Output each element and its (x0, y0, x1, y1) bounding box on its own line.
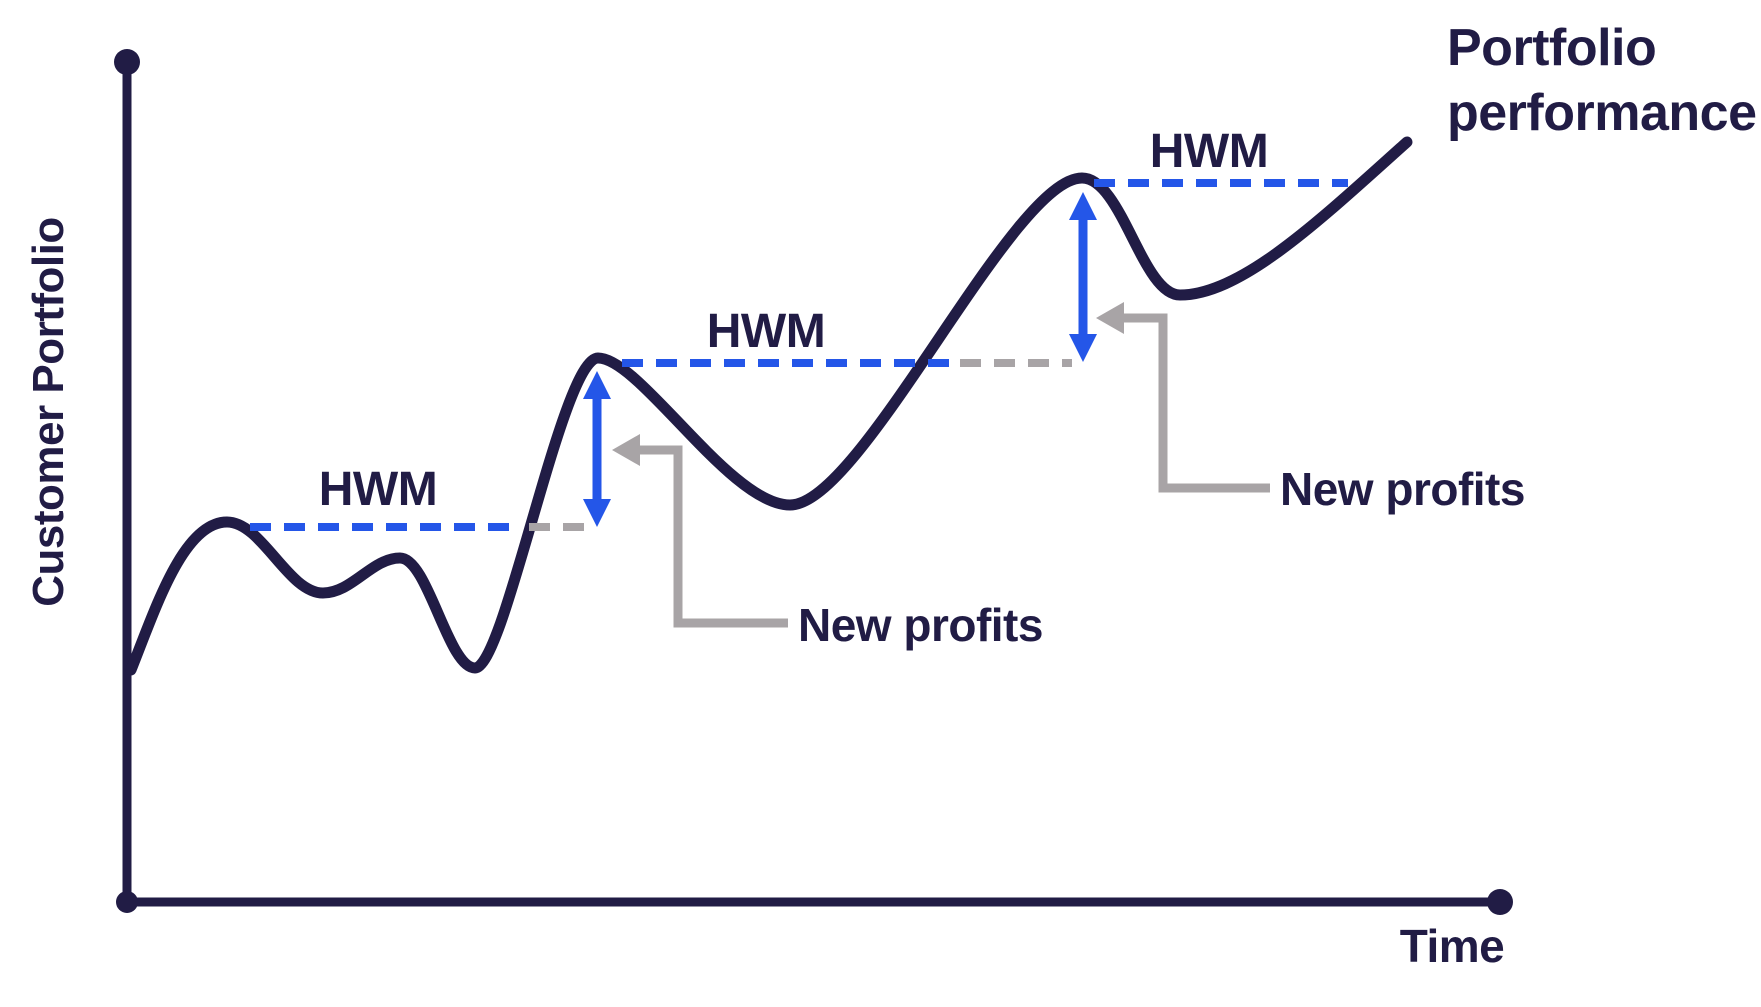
new-profits-label-2: New profits (1280, 463, 1525, 515)
new-profits-measure-arrow-2 (1069, 192, 1097, 362)
hwm3-label: HWM (1150, 125, 1268, 178)
curve-title-line-2: performance (1447, 84, 1757, 142)
callout-2-left-arrow-icon (1096, 302, 1124, 334)
y-axis-end-dot (114, 49, 140, 75)
origin-dot (116, 891, 138, 913)
axes (114, 49, 1513, 915)
hwm2-label: HWM (707, 305, 825, 358)
callout-1-connector-line (636, 445, 788, 628)
new-profits-label-1: New profits (798, 599, 1043, 651)
y-axis-label: Customer Portfolio (24, 217, 73, 606)
x-axis-label: Time (1400, 920, 1505, 972)
callout-2-connector-line (1120, 313, 1270, 493)
measure-arrow-2-up-head-icon (1069, 192, 1097, 220)
curve-title: Portfolio performance (1447, 19, 1757, 142)
hwm-level-2: HWM (622, 305, 1072, 367)
new-profits-callout-2: New profits (1096, 302, 1525, 515)
hwm-level-3: HWM (1094, 125, 1348, 187)
measure-arrow-1-down-head-icon (583, 499, 611, 527)
hwm-level-1: HWM (250, 463, 592, 531)
measure-arrow-1-up-head-icon (583, 371, 611, 399)
portfolio-performance-curve (125, 136, 1413, 676)
measure-arrow-2-down-head-icon (1069, 334, 1097, 362)
x-axis-end-dot (1487, 889, 1513, 915)
callout-1-left-arrow-icon (612, 434, 640, 466)
new-profits-measure-arrow-1 (583, 371, 611, 527)
curve-title-line-1: Portfolio (1447, 19, 1656, 77)
new-profits-callout-1: New profits (612, 434, 1043, 651)
hwm1-label: HWM (319, 463, 437, 516)
